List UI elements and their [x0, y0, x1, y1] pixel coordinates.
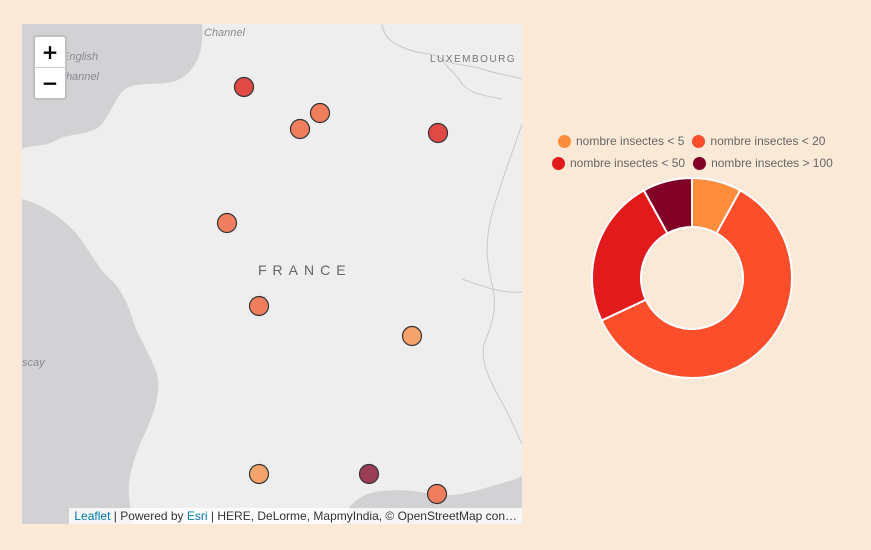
- legend-row: nombre insectes < 50 nombre insectes > 1…: [552, 152, 852, 174]
- legend-swatch: [692, 134, 706, 148]
- borders: [381, 24, 522, 445]
- map-marker[interactable]: [248, 295, 270, 317]
- map-marker[interactable]: [309, 102, 331, 124]
- map[interactable]: Channel English Channel scay LUXEMBOURG …: [22, 24, 522, 524]
- legend-item[interactable]: nombre insectes > 100: [693, 156, 833, 170]
- legend-item[interactable]: nombre insectes < 50: [552, 156, 685, 170]
- channel-label: Channel: [204, 27, 245, 39]
- leaflet-link[interactable]: Leaflet: [74, 509, 111, 523]
- map-marker[interactable]: [358, 463, 380, 485]
- france-label: FRANCE: [258, 262, 352, 278]
- luxembourg-label: LUXEMBOURG: [430, 54, 517, 65]
- chart-legend: nombre insectes < 5 nombre insectes < 20…: [552, 130, 852, 174]
- markers[interactable]: [216, 76, 449, 505]
- english-channel-label: Channel: [58, 71, 99, 83]
- powered-by-text: | Powered by: [110, 509, 187, 523]
- map-marker[interactable]: [233, 76, 255, 98]
- donut-slice[interactable]: [600, 189, 793, 379]
- map-marker[interactable]: [427, 122, 449, 144]
- zoom-out-button[interactable]: −: [41, 71, 59, 95]
- map-marker[interactable]: [216, 212, 238, 234]
- legend-item[interactable]: nombre insectes < 20: [692, 134, 825, 148]
- map-marker[interactable]: [426, 483, 448, 505]
- channel-water: [22, 24, 203, 149]
- legend-row: nombre insectes < 5 nombre insectes < 20: [552, 130, 852, 152]
- biscay-label: scay: [22, 357, 45, 369]
- zoom-control: + −: [33, 35, 67, 100]
- attribution-text: | HERE, DeLorme, MapmyIndia, © OpenStree…: [207, 509, 517, 523]
- esri-link[interactable]: Esri: [186, 509, 208, 523]
- legend-label: nombre insectes < 50: [570, 156, 686, 170]
- legend-label: nombre insectes < 20: [710, 134, 826, 148]
- legend-swatch: [552, 156, 565, 170]
- zoom-in-button[interactable]: +: [35, 37, 65, 68]
- english-label: English: [62, 51, 99, 63]
- map-attribution: Leaflet | Powered by Esri | HERE, DeLorm…: [69, 508, 522, 524]
- atlantic-water: [22, 199, 159, 524]
- legend-swatch: [558, 134, 571, 148]
- donut-slice[interactable]: [642, 176, 693, 235]
- donut-slice[interactable]: [591, 189, 669, 322]
- legend-swatch: [693, 156, 707, 170]
- map-marker[interactable]: [401, 325, 423, 347]
- legend-item[interactable]: nombre insectes < 5: [558, 134, 684, 148]
- legend-label: nombre insectes > 100: [711, 156, 833, 170]
- map-marker[interactable]: [248, 463, 270, 485]
- legend-label: nombre insectes < 5: [576, 134, 685, 148]
- map-marker[interactable]: [289, 118, 311, 140]
- donut-chart: [591, 176, 793, 379]
